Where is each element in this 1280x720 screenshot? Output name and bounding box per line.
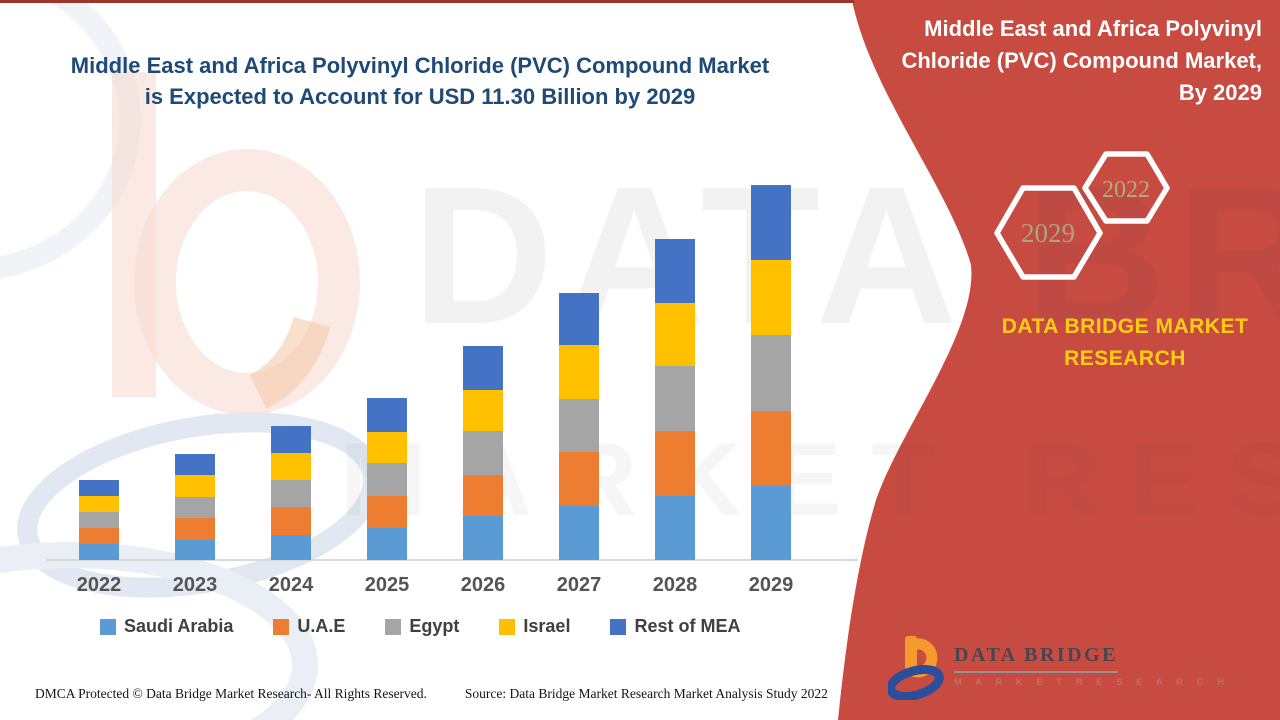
legend-label: Egypt <box>409 616 460 636</box>
page-title: Middle East and Africa Polyvinyl Chlorid… <box>28 50 812 112</box>
bar-segment-israel <box>367 432 407 464</box>
bar-segment-egypt <box>559 398 599 452</box>
bar-segment-rest-of-mea <box>655 238 695 303</box>
bar-segment-israel <box>751 259 791 335</box>
bar-segment-u-a-e <box>175 517 215 540</box>
dbmr-logo-subtitle: M A R K E T R E S E A R C H <box>954 677 1230 688</box>
panel-title: Middle East and Africa Polyvinyl Chlorid… <box>858 13 1262 109</box>
bar-segment-u-a-e <box>463 474 503 516</box>
hexagon-2029-shape <box>994 185 1103 280</box>
bar-segment-israel <box>79 495 119 513</box>
bar-2024 <box>271 426 311 560</box>
brand-text-line1: DATA BRIDGE MARKET <box>1001 315 1249 338</box>
bar-segment-egypt <box>79 512 119 528</box>
dbmr-logo-name: DATA BRIDGE <box>954 644 1119 673</box>
x-axis-label-2028: 2028 <box>652 574 698 596</box>
bar-2022 <box>79 480 119 560</box>
bar-segment-israel <box>655 302 695 366</box>
bar-segment-rest-of-mea <box>367 398 407 433</box>
footer: DMCA Protected © Data Bridge Market Rese… <box>0 686 860 702</box>
hexagon-2022-shape <box>1082 151 1170 224</box>
panel-title-line3: By 2029 <box>1178 80 1262 105</box>
legend-item-egypt: Egypt <box>385 616 459 637</box>
legend-swatch <box>385 618 402 635</box>
bar-segment-egypt <box>751 334 791 411</box>
hexagon-2029-label: 2029 <box>1021 218 1075 248</box>
bar-segment-saudi-arabia <box>271 534 311 560</box>
footer-source-text: Source: Data Bridge Market Research Mark… <box>464 686 828 701</box>
panel-title-line1: Middle East and Africa Polyvinyl <box>924 16 1262 41</box>
x-axis-label-2024: 2024 <box>268 574 314 596</box>
bar-segment-u-a-e <box>271 506 311 535</box>
bar-segment-u-a-e <box>751 410 791 486</box>
bar-segment-u-a-e <box>655 430 695 496</box>
bar-2025 <box>367 398 407 560</box>
legend-item-israel: Israel <box>499 616 570 637</box>
page-title-line1: Middle East and Africa Polyvinyl Chlorid… <box>70 53 770 78</box>
bar-segment-israel <box>559 344 599 399</box>
legend-label: Saudi Arabia <box>124 616 234 636</box>
top-accent-line <box>0 0 854 3</box>
bar-segment-rest-of-mea <box>79 480 119 496</box>
bar-2026 <box>463 346 503 560</box>
brand-text: DATA BRIDGE MARKET RESEARCH <box>980 311 1270 375</box>
bar-segment-saudi-arabia <box>655 495 695 560</box>
bar-segment-israel <box>271 453 311 480</box>
stacked-bar-chart: 2022 2023 2024 2025 2026 2027 2028 2029 <box>46 184 858 596</box>
bar-segment-israel <box>463 390 503 431</box>
bar-segment-saudi-arabia <box>175 539 215 560</box>
legend-swatch <box>610 618 627 635</box>
page-title-line2: is Expected to Account for USD 11.30 Bil… <box>144 84 696 109</box>
bar-segment-egypt <box>655 365 695 431</box>
bar-segment-saudi-arabia <box>463 515 503 560</box>
chart-legend: Saudi Arabia U.A.E Egypt Israel Rest of MEA <box>100 616 740 637</box>
x-axis-label-2027: 2027 <box>556 574 602 596</box>
x-axis-label-2029: 2029 <box>748 574 794 596</box>
bar-segment-rest-of-mea <box>751 184 791 260</box>
brand-text-line2: RESEARCH <box>1064 347 1186 370</box>
legend-item-rest-of-mea: Rest of MEA <box>610 616 740 637</box>
panel-title-line2: Chloride (PVC) Compound Market, <box>901 48 1262 73</box>
legend-label: U.A.E <box>297 616 346 636</box>
bar-segment-u-a-e <box>367 495 407 528</box>
bar-segment-rest-of-mea <box>559 293 599 345</box>
legend-swatch <box>273 618 290 635</box>
bar-2023 <box>175 454 215 560</box>
x-axis-label-2022: 2022 <box>76 574 122 596</box>
bar-segment-rest-of-mea <box>271 426 311 454</box>
bar-segment-saudi-arabia <box>79 544 119 560</box>
bar-segment-egypt <box>175 496 215 518</box>
legend-swatch <box>100 618 116 635</box>
bar-2027 <box>559 293 599 560</box>
dbmr-logo: DATA BRIDGE M A R K E T R E S E A R C H <box>888 634 1229 700</box>
x-axis-label-2026: 2026 <box>460 574 506 596</box>
x-axis-label-2025: 2025 <box>364 574 410 596</box>
bar-segment-saudi-arabia <box>559 505 599 560</box>
legend-item-u-a-e: U.A.E <box>273 616 345 637</box>
bar-segment-israel <box>175 475 215 497</box>
year-hexagons: 2029 2022 <box>994 151 1170 280</box>
x-axis-line <box>46 559 858 561</box>
bar-segment-rest-of-mea <box>175 454 215 476</box>
legend-label: Israel <box>523 616 571 636</box>
bar-segment-egypt <box>271 479 311 507</box>
x-axis-label-2023: 2023 <box>172 574 218 596</box>
legend-swatch <box>499 618 516 635</box>
bar-segment-saudi-arabia <box>751 485 791 560</box>
bar-segment-u-a-e <box>559 451 599 506</box>
bar-segment-saudi-arabia <box>367 527 407 560</box>
bar-2028 <box>655 238 695 560</box>
hexagon-2022-label: 2022 <box>1102 177 1150 203</box>
bar-segment-rest-of-mea <box>463 346 503 391</box>
bar-segment-egypt <box>367 463 407 496</box>
legend-label: Rest of MEA <box>634 616 741 636</box>
bar-2029 <box>751 184 791 560</box>
legend-item-saudi-arabia: Saudi Arabia <box>100 616 233 637</box>
footer-dmca-text: DMCA Protected © Data Bridge Market Rese… <box>35 686 427 701</box>
bar-segment-egypt <box>463 430 503 475</box>
dbmr-logo-icon <box>888 636 944 700</box>
bar-segment-u-a-e <box>79 527 119 545</box>
